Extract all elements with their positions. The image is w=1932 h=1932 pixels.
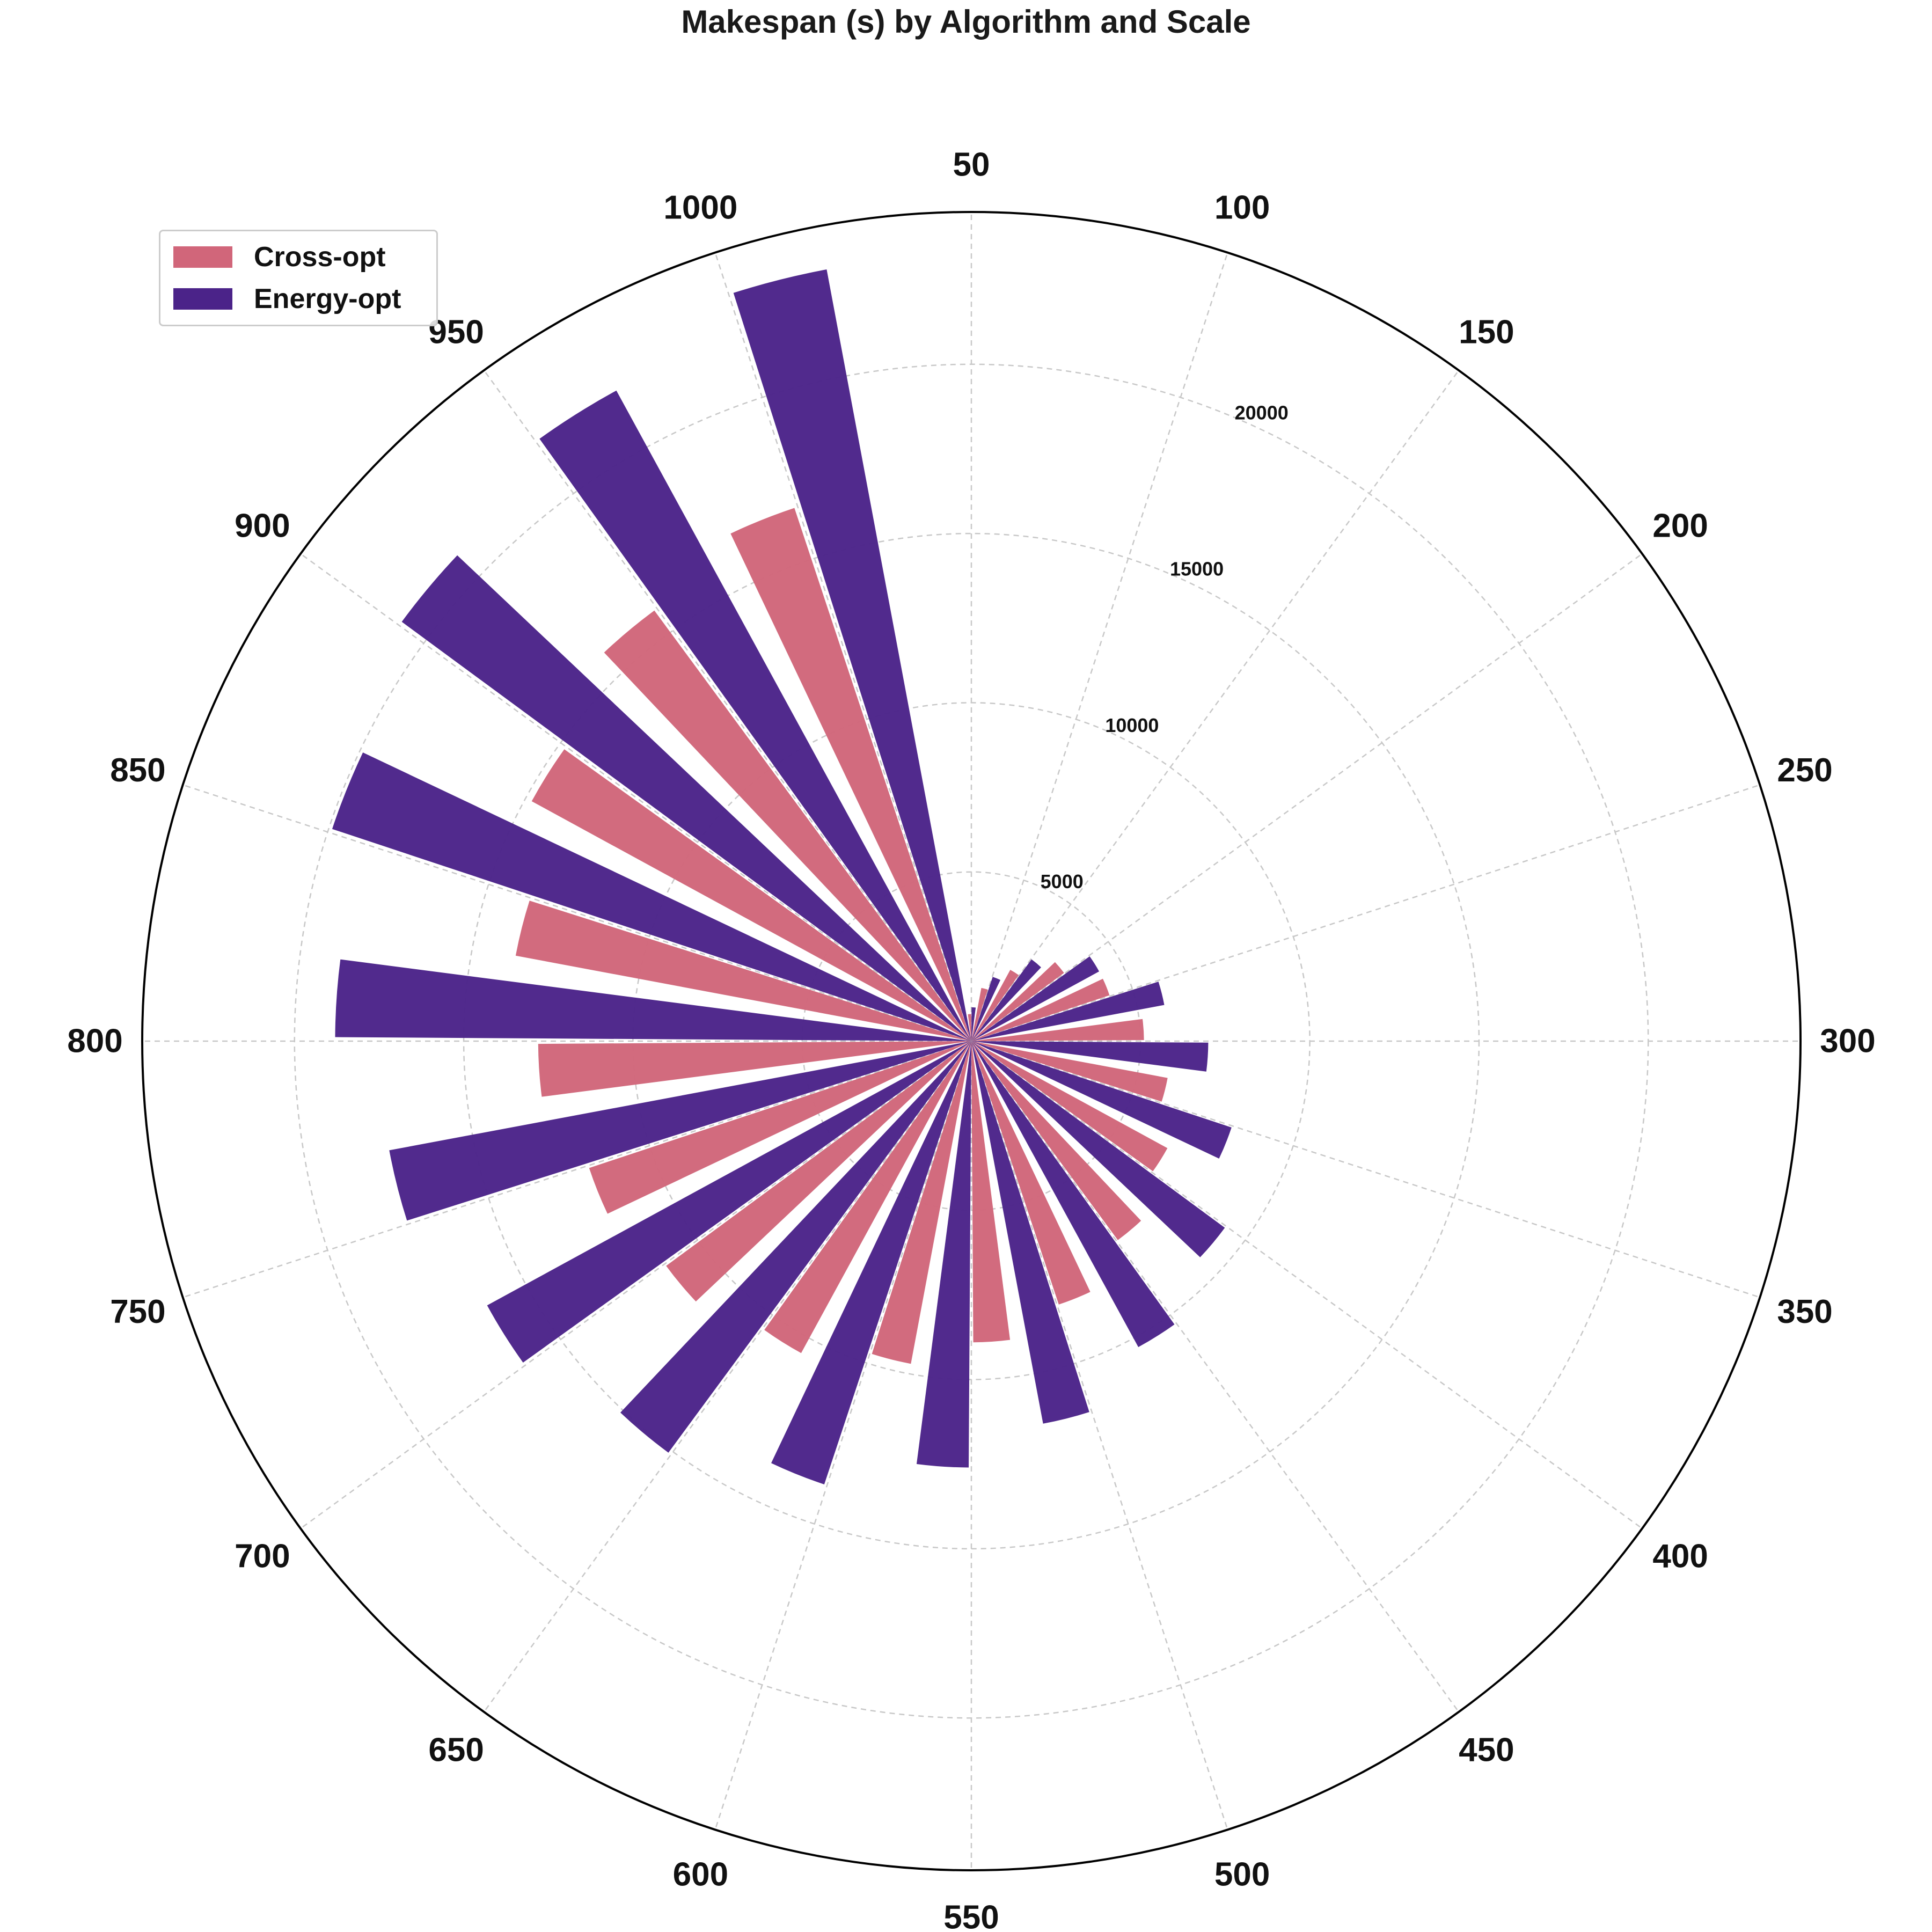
bar-cross-opt-450: [971, 1041, 1141, 1240]
bar-energy-opt-400: [971, 1041, 1225, 1257]
legend-entry-energy-opt: Energy-opt: [173, 283, 401, 315]
angle-tick-label: 650: [428, 1732, 484, 1769]
bars-layer: [332, 269, 1232, 1484]
chart-title: Makespan (s) by Algorithm and Scale: [681, 4, 1251, 40]
bar-cross-opt-750: [589, 1041, 971, 1214]
angular-gridline: [971, 1040, 1760, 1298]
radial-gridline: [294, 363, 1649, 1719]
angular-gridline: [970, 370, 1460, 1042]
bar-energy-opt-550: [916, 1041, 971, 1468]
angle-tick-label: 250: [1777, 752, 1832, 789]
grid-layer: [142, 212, 1801, 1870]
bar-energy-opt-350: [971, 1041, 1232, 1159]
angle-tick-label: 450: [1459, 1732, 1514, 1769]
bar-energy-opt-850: [332, 752, 971, 1041]
bar-cross-opt-700: [666, 1041, 971, 1302]
radial-tick-label: 15000: [1170, 558, 1224, 580]
angular-gridline: [970, 1041, 1228, 1830]
angle-tick-label: 900: [235, 508, 290, 545]
bar-cross-opt-200: [971, 962, 1064, 1041]
bar-energy-opt-300: [971, 1041, 1209, 1072]
angular-gridline: [970, 1041, 1460, 1713]
radial-gridline: [463, 532, 1480, 1550]
angular-gridline: [182, 784, 972, 1042]
angular-gridline: [714, 252, 972, 1042]
bar-cross-opt-850: [515, 901, 971, 1041]
bar-cross-opt-250: [971, 978, 1110, 1041]
bar-cross-opt-950: [604, 610, 971, 1041]
bar-cross-opt-900: [531, 749, 971, 1041]
legend: Cross-opt Energy-opt: [159, 230, 438, 326]
angle-tick-label: 550: [943, 1899, 999, 1932]
bar-energy-opt-200: [971, 956, 1100, 1041]
bar-cross-opt-1000: [730, 508, 971, 1041]
bar-energy-opt-800: [335, 959, 971, 1041]
angle-tick-label: 300: [1820, 1023, 1875, 1060]
bar-cross-opt-350: [971, 1041, 1168, 1102]
bar-energy-opt-900: [401, 555, 972, 1041]
angle-tick-label: 750: [110, 1293, 165, 1330]
angular-gridline: [971, 553, 1643, 1042]
bar-cross-opt-150: [971, 970, 1019, 1041]
angular-gridline: [971, 1040, 1643, 1529]
bar-energy-opt-100: [971, 977, 1001, 1041]
legend-label-energy-opt: Energy-opt: [254, 283, 401, 314]
bar-cross-opt-550: [971, 1041, 1011, 1343]
legend-entry-cross-opt: Cross-opt: [173, 241, 386, 273]
radial-tick-label: 5000: [1041, 870, 1084, 892]
bar-energy-opt-450: [971, 1041, 1175, 1348]
angle-tick-label: 150: [1459, 313, 1514, 350]
bar-cross-opt-300: [971, 1019, 1144, 1041]
angle-tick-label: 400: [1652, 1538, 1708, 1575]
angular-gridline: [483, 370, 972, 1042]
bar-energy-opt-750: [389, 1041, 971, 1221]
angular-gridline: [182, 1040, 972, 1298]
bar-energy-opt-150: [971, 959, 1041, 1041]
angle-tick-label: 1000: [663, 189, 737, 226]
angular-gridline: [300, 553, 972, 1042]
angle-tick-label: 350: [1777, 1293, 1832, 1330]
bar-cross-opt-600: [872, 1041, 971, 1364]
bar-cross-opt-800: [538, 1041, 971, 1097]
bar-energy-opt-500: [971, 1041, 1089, 1424]
bar-cross-opt-500: [971, 1041, 1091, 1305]
angle-tick-label: 500: [1214, 1856, 1270, 1893]
legend-label-cross-opt: Cross-opt: [254, 241, 386, 273]
angle-tick-label: 800: [67, 1023, 122, 1060]
bar-energy-opt-600: [771, 1041, 971, 1484]
bar-energy-opt-950: [539, 390, 971, 1042]
angle-tick-label: 200: [1652, 508, 1708, 545]
angular-gridline: [714, 1041, 972, 1830]
bar-cross-opt-100: [971, 987, 988, 1041]
bar-cross-opt-400: [971, 1041, 1168, 1172]
angle-tick-label: 600: [673, 1856, 728, 1893]
radial-gridline: [801, 871, 1141, 1211]
angular-gridline: [300, 1040, 972, 1529]
bar-energy-opt-50: [971, 1007, 976, 1041]
angle-tick-label: 850: [110, 752, 165, 789]
bar-energy-opt-650: [620, 1041, 971, 1453]
polar-frame: [141, 211, 1802, 1871]
legend-swatch-energy-opt: [173, 288, 232, 310]
angular-gridline: [483, 1041, 972, 1713]
bar-cross-opt-650: [764, 1041, 971, 1353]
bar-energy-opt-1000: [733, 269, 971, 1041]
angular-gridline: [970, 252, 1228, 1042]
radial-tick-label: 10000: [1105, 714, 1159, 736]
angle-tick-label: 700: [235, 1538, 290, 1575]
bar-energy-opt-700: [487, 1041, 971, 1363]
angular-gridline: [971, 784, 1760, 1042]
bar-cross-opt-50: [968, 1014, 971, 1041]
angle-tick-label: 100: [1214, 189, 1270, 226]
radial-gridline: [632, 702, 1311, 1380]
legend-swatch-cross-opt: [173, 246, 232, 268]
radial-tick-label: 20000: [1235, 401, 1289, 423]
angle-tick-label: 50: [953, 147, 990, 184]
bar-energy-opt-250: [971, 982, 1165, 1041]
